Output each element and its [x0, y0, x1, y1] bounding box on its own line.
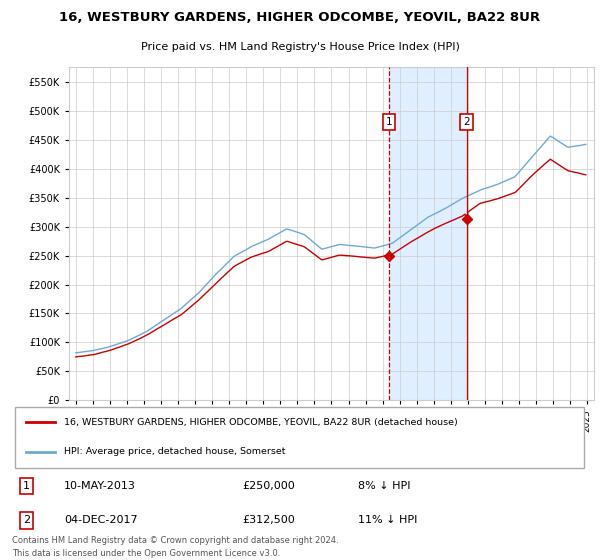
- Text: 8% ↓ HPI: 8% ↓ HPI: [358, 481, 410, 491]
- FancyBboxPatch shape: [15, 407, 584, 468]
- Bar: [389, 67, 466, 400]
- Text: 2: 2: [23, 515, 30, 525]
- Text: Price paid vs. HM Land Registry's House Price Index (HPI): Price paid vs. HM Land Registry's House …: [140, 42, 460, 52]
- Text: Contains HM Land Registry data © Crown copyright and database right 2024.
This d: Contains HM Land Registry data © Crown c…: [12, 536, 338, 558]
- Text: 2: 2: [463, 117, 470, 127]
- Text: £312,500: £312,500: [242, 515, 295, 525]
- Text: 1: 1: [23, 481, 30, 491]
- Text: 10-MAY-2013: 10-MAY-2013: [64, 481, 136, 491]
- Text: 04-DEC-2017: 04-DEC-2017: [64, 515, 137, 525]
- Text: 16, WESTBURY GARDENS, HIGHER ODCOMBE, YEOVIL, BA22 8UR: 16, WESTBURY GARDENS, HIGHER ODCOMBE, YE…: [59, 11, 541, 24]
- Text: 11% ↓ HPI: 11% ↓ HPI: [358, 515, 417, 525]
- Text: 1: 1: [386, 117, 392, 127]
- Text: HPI: Average price, detached house, Somerset: HPI: Average price, detached house, Some…: [64, 447, 286, 456]
- Text: £250,000: £250,000: [242, 481, 295, 491]
- Text: 16, WESTBURY GARDENS, HIGHER ODCOMBE, YEOVIL, BA22 8UR (detached house): 16, WESTBURY GARDENS, HIGHER ODCOMBE, YE…: [64, 418, 458, 427]
